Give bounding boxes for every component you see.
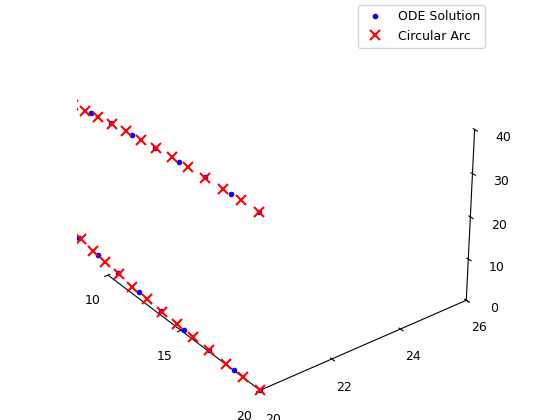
Legend: ODE Solution, Circular Arc: ODE Solution, Circular Arc xyxy=(358,5,485,47)
